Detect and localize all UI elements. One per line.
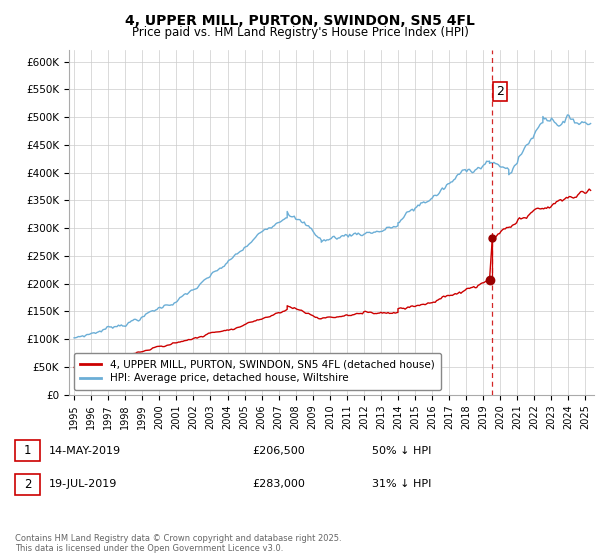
Text: £283,000: £283,000 [252,479,305,489]
Text: 31% ↓ HPI: 31% ↓ HPI [372,479,431,489]
Text: 2: 2 [24,478,31,491]
Text: Price paid vs. HM Land Registry's House Price Index (HPI): Price paid vs. HM Land Registry's House … [131,26,469,39]
Legend: 4, UPPER MILL, PURTON, SWINDON, SN5 4FL (detached house), HPI: Average price, de: 4, UPPER MILL, PURTON, SWINDON, SN5 4FL … [74,353,440,390]
Text: 2: 2 [496,85,504,98]
Text: £206,500: £206,500 [252,446,305,456]
Text: Contains HM Land Registry data © Crown copyright and database right 2025.
This d: Contains HM Land Registry data © Crown c… [15,534,341,553]
Text: 19-JUL-2019: 19-JUL-2019 [49,479,118,489]
Text: 4, UPPER MILL, PURTON, SWINDON, SN5 4FL: 4, UPPER MILL, PURTON, SWINDON, SN5 4FL [125,14,475,28]
Text: 14-MAY-2019: 14-MAY-2019 [49,446,121,456]
Text: 50% ↓ HPI: 50% ↓ HPI [372,446,431,456]
Text: 1: 1 [24,444,31,458]
